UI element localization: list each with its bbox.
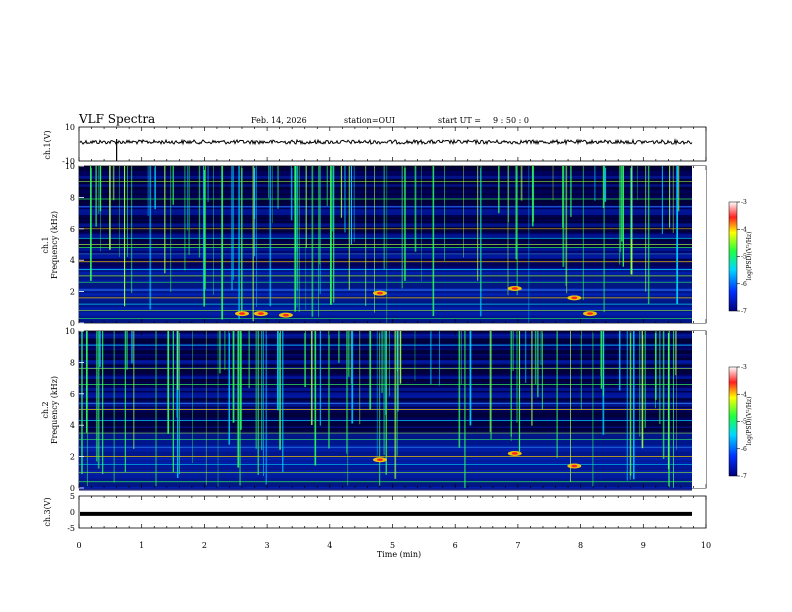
ch1-spec-band [79,209,692,213]
ch1-spec-band [79,235,692,240]
figure-title: VLF Spectra [78,112,155,126]
x-tick-label: 7 [515,541,520,550]
ch1-colorbar [728,201,738,312]
x-tick-label: 1 [139,541,144,550]
x-tick-label: 8 [578,541,583,550]
ch1-spec-band [79,175,692,179]
ch1-spec-band [79,234,692,238]
ch1-spec-band [79,247,692,252]
ch2-colorbar-label: log(PSD)(V²/Hz) [746,397,753,446]
ch1-spec-ytick-label: 8 [70,193,75,202]
colorbar-tick-label: -5 [741,419,747,426]
colorbar-tick-label: -4 [741,391,747,398]
colorbar-tick-label: -6 [741,446,747,453]
ch1-spec-band [79,211,692,213]
ch1-spec-band [79,252,692,255]
ch1-spec-ytick-label: 6 [70,225,75,234]
ch1-spec-band [79,241,692,245]
ch1-spec-ylabel: Frequency (kHz) [50,211,59,279]
ch2-spec-ylabel-top: ch.2 [41,401,50,418]
ch1-spec-blank-strip [692,166,706,323]
ch1-spec-band [79,207,692,209]
ch1-spec-ytick-label: 4 [70,256,75,265]
x-tick-label: 2 [202,541,207,550]
ch1-waveform-trace [79,138,693,146]
ch1-spec-hot-spot-core [571,296,578,300]
ch2-spec-band [79,417,692,420]
ch1-colorbar-label: log(PSD)(V²/Hz) [746,232,753,281]
colorbar-tick-label: -4 [741,226,747,233]
colorbar-tick-label: -3 [741,364,747,371]
ch3-ytick-label: -5 [67,524,75,533]
ch1-spec-hot-spot-core [587,312,594,315]
ch1-spec-hot-spot-core [282,313,289,317]
ch1-ylabel: ch.1(V) [43,130,52,159]
ch1-spec-hot-spot-core [257,312,264,315]
ch2-spec-ytick-label: 4 [70,421,75,430]
ch2-spec-blank-strip [692,331,706,488]
ch1-spec-band [79,255,692,259]
ch1-spec-band [79,219,692,222]
colorbar-tick-label: -6 [741,281,747,288]
ch2-spec-ytick-label: 10 [65,327,75,336]
ch1-spec-hot-spot-core [511,287,518,290]
ch1-spec-hot-spot-core [239,312,246,315]
colorbar-tick-label: -7 [741,308,747,315]
ch1-spec-ylabel-top: ch.1 [41,236,50,253]
ch1-spec-hot-spot-core [376,291,383,295]
ch1-spec-band [79,195,692,198]
date-label: Feb. 14, 2026 [251,116,307,125]
ch2-spec-ytick-label: 2 [70,453,75,462]
ch1-spec-band [79,189,692,194]
x-tick-label: 6 [453,541,458,550]
ch1-spec-band [79,254,692,257]
ch1-spec-ytick-label: 2 [70,288,75,297]
ch2-spec-hot-spot-core [511,452,518,455]
ch2-spec-band [79,431,692,435]
start-label: start UT = [438,116,481,125]
ch2-spec-hot-spot-core [376,458,383,462]
colorbar-tick-label: -5 [741,254,747,261]
colorbar-tick-label: -3 [741,199,747,206]
ch2-spec-band [79,426,692,428]
x-tick-label: 5 [390,541,395,550]
ch2-spec-ylabel: Frequency (kHz) [50,376,59,444]
ch1-spec-ytick-label: 10 [65,162,75,171]
ch2-colorbar [728,366,738,477]
ch3-ytick-label: 5 [70,492,75,501]
ch2-spec-band [79,487,692,490]
x-tick-label: 10 [701,541,711,550]
ch3-ytick-label: 0 [70,508,75,517]
ch1-spec-band [79,223,692,227]
ch1-spec-band [79,212,692,215]
x-tick-label: 4 [327,541,332,550]
x-tick-label: 9 [641,541,646,550]
ch3-ylabel: ch.3(V) [43,497,52,526]
ch2-spec-hot-spot-core [571,464,578,468]
ch1-spec-ytick-label: 0 [70,319,75,328]
x-tick-label: 0 [76,541,81,550]
ch1-waveform-frame [78,126,707,162]
ch1-ytick-label: -10 [62,157,75,166]
ch2-spec-ytick-label: 0 [70,484,75,493]
ch2-spec-ytick-label: 8 [70,358,75,367]
ch1-ytick-label: 10 [65,123,75,132]
ch1-spec-band [79,214,692,217]
ch1-spec-band [79,184,692,187]
x-axis-label: Time (min) [377,550,421,559]
ch2-spec-ytick-label: 6 [70,390,75,399]
ch1-spec-band [79,172,692,176]
start-time: 9 : 50 : 0 [493,116,529,125]
colorbar-tick-label: -7 [741,473,747,480]
x-tick-label: 3 [265,541,270,550]
station-label: station=OUI [344,116,395,125]
ch1-spec-band [79,264,692,268]
